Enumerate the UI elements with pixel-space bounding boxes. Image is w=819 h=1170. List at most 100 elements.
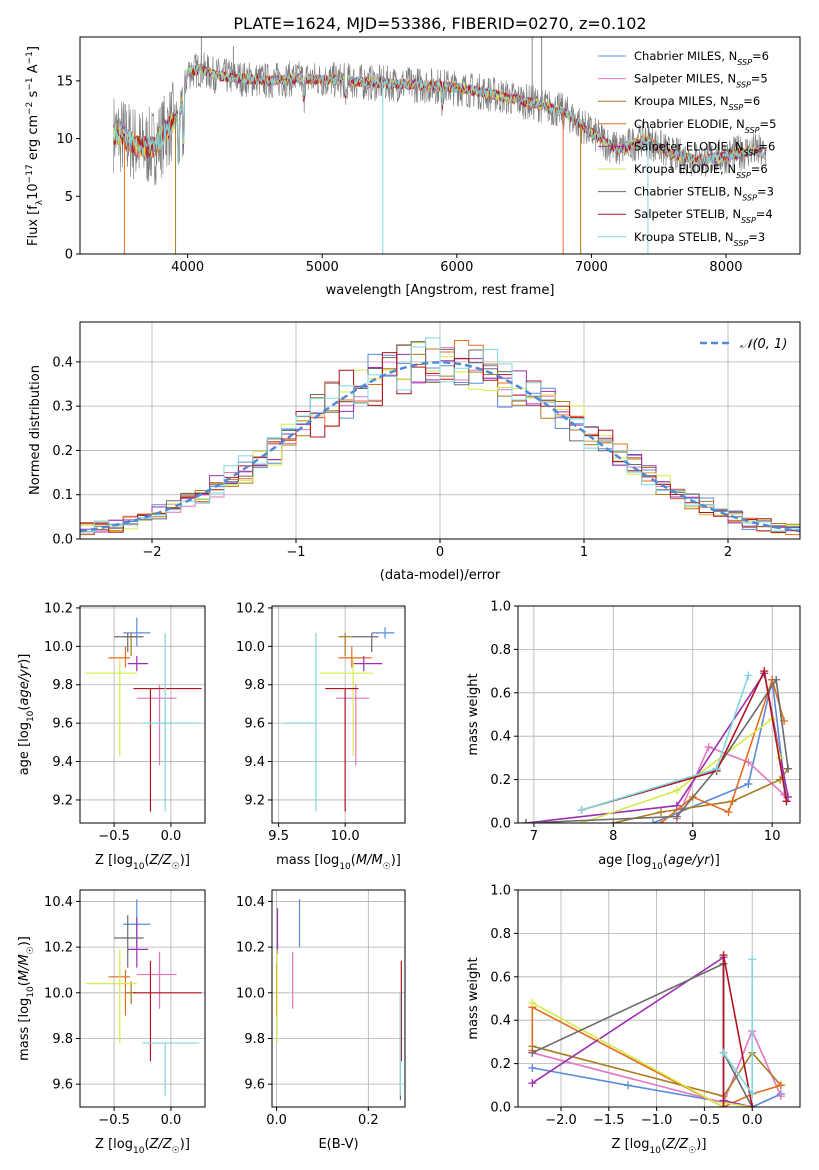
x-tick-label: −2.0 xyxy=(545,1113,577,1128)
y-tick-label: 10.4 xyxy=(236,895,265,910)
errorbar-kroupa-elodie xyxy=(85,659,137,756)
series-marker xyxy=(656,808,665,817)
y-tick-label: 15 xyxy=(56,74,73,89)
spectrum-line xyxy=(113,64,767,166)
chart-age-mass: 9.5 10.0 9.2 9.4 9.6 9.8 10.0 10.2 mass [log10(M… xyxy=(236,601,406,872)
errorbar-kroupa-miles xyxy=(338,632,352,656)
plot-area xyxy=(518,890,800,1107)
y-tick-label: 9.2 xyxy=(52,793,73,808)
chart-residuals: −2 −1 0 1 2 0.0 0.1 0.2 0.3 0.4 (data-model)/error… xyxy=(28,321,801,583)
x-tick-label: 6000 xyxy=(440,260,473,275)
y-tick-label: 0.2 xyxy=(490,773,511,788)
x-tick-label: 0.0 xyxy=(161,1113,182,1128)
spectrum-line xyxy=(113,65,767,166)
y-tick-label: 0.0 xyxy=(490,817,511,832)
x-tick-label: 8000 xyxy=(709,260,742,275)
errorbar-chabrier-stelib xyxy=(114,915,144,968)
series-line xyxy=(531,1005,782,1107)
x-tick-label: −0.5 xyxy=(689,1113,721,1128)
y-tick-label: 9.8 xyxy=(52,1032,73,1047)
x-axis-label: E(B-V) xyxy=(318,1137,358,1152)
x-tick-label: 7 xyxy=(530,829,538,844)
y-tick-label: 9.2 xyxy=(244,793,265,808)
errorbar-kroupa-stelib xyxy=(142,632,200,812)
errorbar-salpeter-elodie xyxy=(353,655,383,672)
plot-area xyxy=(80,890,205,1107)
chart-mass-ebv: 0.0 0.2 9.6 9.8 10.0 10.2 10.4 E(B-V) xyxy=(236,889,406,1152)
errorbar-salpeter-miles xyxy=(136,684,177,766)
series-marker xyxy=(528,998,537,1007)
chart-age-z: −0.5 0.0 9.2 9.4 9.6 9.8 10.0 10.2 Z [log10(Z/Z☉… xyxy=(17,601,206,872)
x-tick-label: 1 xyxy=(580,545,588,560)
series-marker xyxy=(528,1048,537,1057)
y-tick-label: 9.6 xyxy=(52,717,73,732)
x-tick-label: 9 xyxy=(689,829,697,844)
legend-label: Kroupa MILES, NSSP=6 xyxy=(634,94,760,112)
plot-area xyxy=(272,606,405,823)
legend-label: Chabrier ELODIE, NSSP=5 xyxy=(634,117,776,135)
errorbar-chabrier-stelib xyxy=(351,632,379,653)
x-tick-label: 0.0 xyxy=(742,1113,763,1128)
axes-frame xyxy=(79,36,801,255)
series-marker xyxy=(772,675,781,684)
y-tick-label: 9.8 xyxy=(52,678,73,693)
x-tick-label: −1 xyxy=(286,545,305,560)
x-axis-label: wavelength [Angstrom, rest frame] xyxy=(326,283,555,298)
y-tick-label: 10.0 xyxy=(44,986,73,1001)
series-marker xyxy=(623,1081,632,1090)
x-tick-label: 0.0 xyxy=(161,829,182,844)
x-tick-label: 10.0 xyxy=(331,829,360,844)
y-tick-label: 0.2 xyxy=(52,444,73,459)
y-tick-label: 9.8 xyxy=(244,678,265,693)
axes-frame xyxy=(271,605,406,824)
legend: 𝒩(0, 1) xyxy=(700,337,787,352)
histogram-kroupa-stelib xyxy=(80,337,800,533)
x-tick-label: −2 xyxy=(142,545,161,560)
axes-frame xyxy=(79,889,206,1108)
axes-frame xyxy=(517,889,801,1108)
x-tick-label: 9.5 xyxy=(268,829,289,844)
errorbar-chabrier-elodie xyxy=(108,646,130,668)
y-tick-label: 9.4 xyxy=(52,755,73,770)
y-tick-label: 0.3 xyxy=(52,400,73,415)
chart-spectrum: 4000 5000 6000 7000 8000 0 5 10 15 wavelength [An… xyxy=(25,36,801,298)
series-line xyxy=(722,954,753,1107)
y-tick-label: 10.4 xyxy=(44,895,73,910)
series-marker xyxy=(672,786,681,795)
errorbar-salpeter-elodie xyxy=(127,917,149,968)
x-axis-label: Z [log10(Z/Z☉)] xyxy=(612,1137,707,1156)
y-axis-label: mass weight xyxy=(466,957,481,1039)
x-tick-label: 8 xyxy=(609,829,617,844)
errorbar-kroupa-elodie xyxy=(319,659,374,756)
series-marker xyxy=(719,1103,728,1107)
y-tick-label: 0.0 xyxy=(490,1101,511,1116)
legend-label: Kroupa STELIB, NSSP=3 xyxy=(634,230,765,248)
plot-area xyxy=(80,606,205,823)
errorbar-chabrier-stelib xyxy=(114,632,144,653)
y-tick-label: 1.0 xyxy=(490,600,511,615)
y-tick-label: 0.0 xyxy=(52,533,73,548)
errorbar-kroupa-elodie xyxy=(85,949,137,1044)
x-tick-label: 0 xyxy=(436,545,444,560)
axes-frame xyxy=(79,321,801,540)
x-tick-label: −0.5 xyxy=(98,1113,130,1128)
series-marker xyxy=(744,671,753,680)
series-marker xyxy=(577,805,586,814)
errorbar-chabrier-elodie xyxy=(338,646,372,668)
errorbar-salpeter-miles xyxy=(136,951,177,1009)
y-axis-label: Normed distribution xyxy=(28,365,43,495)
y-tick-label: 10.0 xyxy=(236,986,265,1001)
series-line xyxy=(532,1067,782,1107)
y-tick-label: 0.6 xyxy=(490,970,511,985)
plot-area xyxy=(272,890,405,1107)
series-marker xyxy=(784,764,793,773)
y-tick-label: 10.2 xyxy=(44,941,73,956)
series-line xyxy=(531,962,753,1107)
y-tick-label: 9.8 xyxy=(244,1032,265,1047)
errorbar-kroupa-stelib xyxy=(285,632,317,812)
y-tick-label: 0.4 xyxy=(490,730,511,745)
y-tick-label: 10.2 xyxy=(44,601,73,616)
x-axis-label: Z [log10(Z/Z☉)] xyxy=(95,853,190,872)
x-tick-label: 5000 xyxy=(306,260,339,275)
